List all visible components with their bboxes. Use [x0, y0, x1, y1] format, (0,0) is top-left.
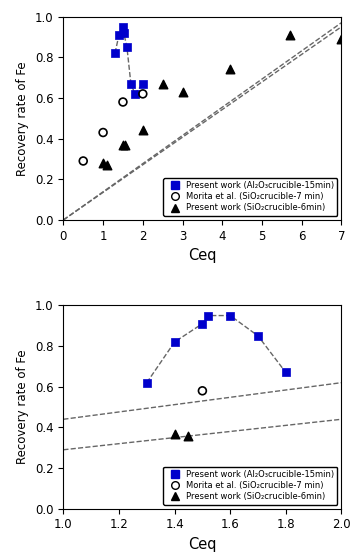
Point — [160, 79, 165, 88]
Point — [121, 28, 127, 37]
Point — [172, 429, 177, 438]
Point — [205, 311, 211, 320]
Point — [227, 311, 233, 320]
Point — [144, 378, 150, 387]
Point — [116, 30, 122, 39]
Point — [100, 128, 106, 137]
X-axis label: Ceq: Ceq — [188, 537, 216, 552]
Point — [132, 90, 138, 98]
Point — [128, 79, 134, 88]
Point — [80, 156, 86, 165]
Point — [186, 431, 191, 440]
Point — [120, 22, 126, 31]
Point — [112, 49, 118, 58]
Point — [140, 79, 146, 88]
Point — [140, 90, 146, 98]
Point — [227, 65, 233, 74]
Point — [339, 34, 344, 43]
Point — [120, 140, 126, 149]
Point — [100, 159, 106, 168]
Legend: Present work (Al₂O₃crucible-15min), Morita et al. (SiO₂crucible-7 min), Present : Present work (Al₂O₃crucible-15min), Mori… — [163, 467, 337, 504]
Point — [283, 368, 289, 377]
Point — [255, 331, 261, 340]
X-axis label: Ceq: Ceq — [188, 248, 216, 263]
Point — [200, 387, 205, 395]
Point — [172, 337, 177, 346]
Point — [122, 140, 128, 149]
Point — [140, 126, 146, 135]
Y-axis label: Recovery rate of Fe: Recovery rate of Fe — [17, 61, 30, 176]
Point — [180, 87, 186, 96]
Point — [120, 97, 126, 106]
Legend: Present work (Al₂O₃crucible-15min), Morita et al. (SiO₂crucible-7 min), Present : Present work (Al₂O₃crucible-15min), Mori… — [163, 178, 337, 216]
Point — [124, 43, 130, 51]
Y-axis label: Recovery rate of Fe: Recovery rate of Fe — [17, 349, 30, 465]
Point — [104, 160, 110, 169]
Point — [287, 30, 293, 39]
Point — [200, 319, 205, 328]
